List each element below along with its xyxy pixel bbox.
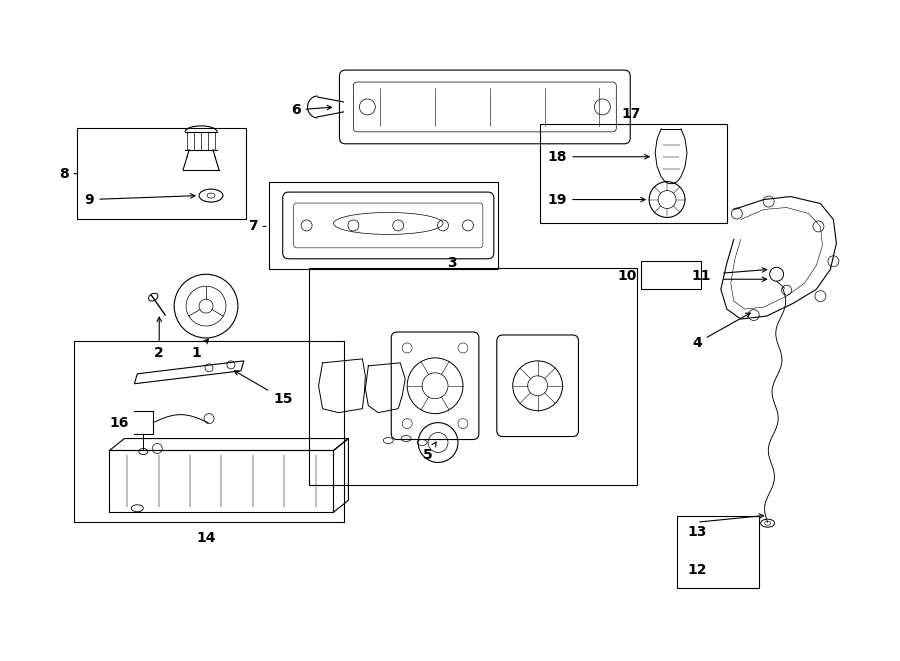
Bar [74, 341, 345, 522]
Text: 13: 13 [688, 525, 706, 539]
Text: 10: 10 [617, 269, 637, 283]
Text: 8: 8 [58, 167, 76, 180]
Text: 15: 15 [234, 371, 292, 406]
Text: 3: 3 [447, 256, 457, 270]
Bar [641, 261, 701, 289]
Bar [76, 128, 246, 219]
Text: 17: 17 [622, 107, 641, 121]
Bar [677, 516, 759, 588]
Bar [309, 268, 637, 485]
Text: 19: 19 [548, 192, 645, 206]
Text: 14: 14 [196, 531, 216, 545]
Text: 6: 6 [291, 103, 331, 117]
Bar [540, 124, 727, 223]
Text: 2: 2 [155, 317, 164, 360]
Bar [269, 182, 498, 269]
Text: 1: 1 [191, 339, 208, 360]
Text: 4: 4 [692, 313, 751, 350]
Text: 7: 7 [248, 219, 266, 233]
Text: 5: 5 [423, 442, 436, 463]
Text: 18: 18 [548, 150, 649, 164]
Text: 9: 9 [85, 192, 195, 206]
Text: 12: 12 [688, 563, 706, 577]
Text: 16: 16 [110, 416, 129, 430]
Text: 11: 11 [691, 269, 711, 283]
